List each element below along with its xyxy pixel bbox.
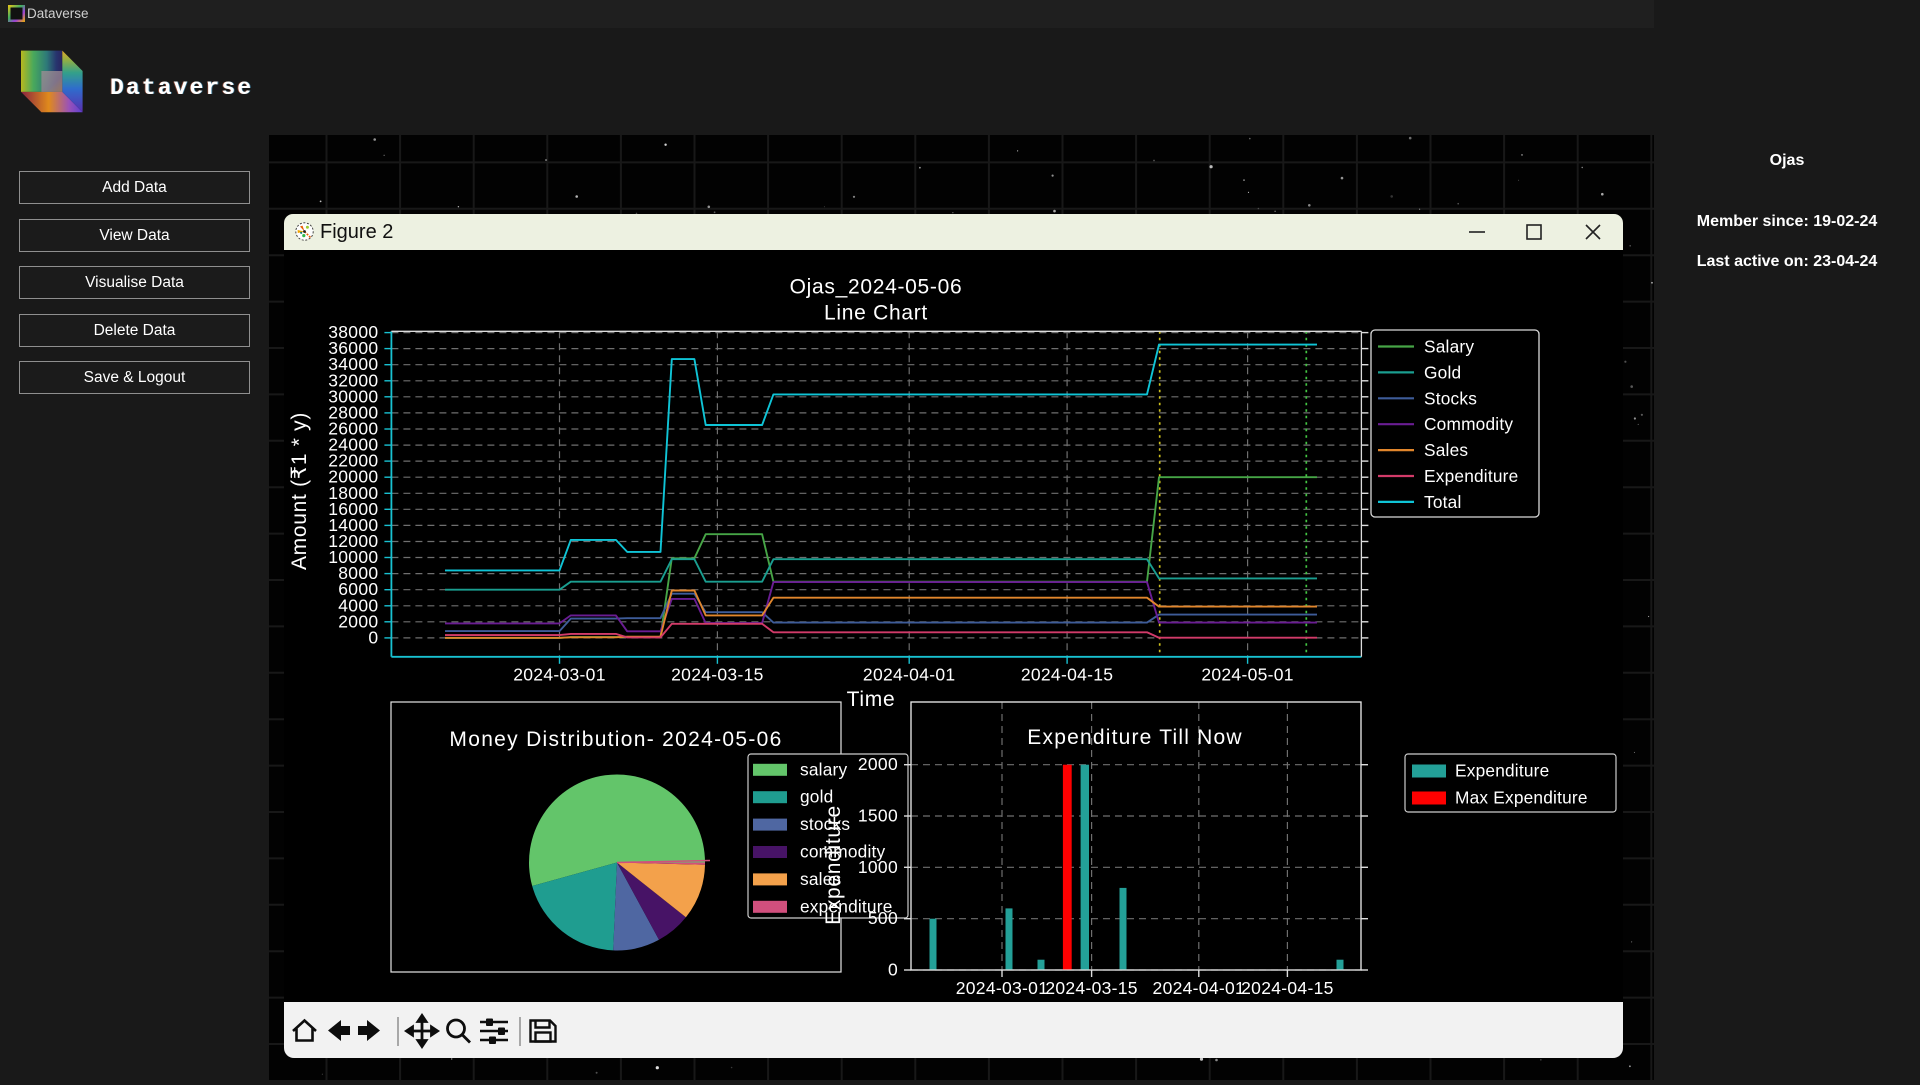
svg-text:2024-04-01: 2024-04-01: [863, 665, 956, 685]
svg-text:2024-03-01: 2024-03-01: [513, 665, 606, 685]
svg-text:Total: Total: [1424, 492, 1462, 512]
svg-text:2024-04-15: 2024-04-15: [1021, 665, 1114, 685]
svg-text:36000: 36000: [328, 338, 378, 358]
svg-text:2024-05-01: 2024-05-01: [1201, 665, 1294, 685]
svg-text:10000: 10000: [328, 547, 378, 567]
svg-text:commodity: commodity: [800, 842, 886, 862]
svg-text:Sales: Sales: [1424, 440, 1468, 460]
svg-text:0: 0: [368, 627, 378, 647]
svg-text:gold: gold: [800, 787, 833, 807]
svg-text:1000: 1000: [858, 857, 898, 877]
svg-text:Amount (₹1 * y): Amount (₹1 * y): [288, 412, 311, 570]
svg-text:6000: 6000: [338, 579, 378, 599]
svg-text:Time: Time: [847, 688, 896, 711]
svg-text:2024-03-15: 2024-03-15: [1045, 978, 1138, 998]
svg-text:14000: 14000: [328, 515, 378, 535]
svg-text:Expenditure Till Now: Expenditure Till Now: [1027, 726, 1242, 749]
svg-text:Ojas_2024-05-06: Ojas_2024-05-06: [790, 276, 963, 299]
svg-text:26000: 26000: [328, 419, 378, 439]
svg-text:30000: 30000: [328, 386, 378, 406]
svg-text:2000: 2000: [338, 611, 378, 631]
svg-text:Max Expenditure: Max Expenditure: [1455, 788, 1588, 808]
svg-text:Commodity: Commodity: [1424, 414, 1513, 434]
svg-text:1500: 1500: [858, 806, 898, 826]
svg-text:8000: 8000: [338, 563, 378, 583]
svg-text:12000: 12000: [328, 531, 378, 551]
svg-text:4000: 4000: [338, 595, 378, 615]
svg-text:sales: sales: [800, 869, 842, 889]
svg-text:500: 500: [868, 908, 898, 928]
svg-text:22000: 22000: [328, 451, 378, 471]
svg-text:38000: 38000: [328, 322, 378, 342]
svg-text:Salary: Salary: [1424, 337, 1474, 357]
svg-text:expenditure: expenditure: [800, 896, 893, 916]
svg-text:2000: 2000: [858, 754, 898, 774]
svg-text:Expenditure: Expenditure: [1424, 466, 1518, 486]
svg-text:2024-04-15: 2024-04-15: [1241, 978, 1334, 998]
svg-text:16000: 16000: [328, 499, 378, 519]
svg-text:18000: 18000: [328, 483, 378, 503]
svg-text:Expenditure: Expenditure: [822, 805, 845, 925]
svg-text:salary: salary: [800, 759, 847, 779]
svg-text:24000: 24000: [328, 435, 378, 455]
svg-text:2024-04-01: 2024-04-01: [1153, 978, 1246, 998]
svg-text:stocks: stocks: [800, 814, 850, 834]
svg-text:2024-03-15: 2024-03-15: [671, 665, 764, 685]
svg-text:Line Chart: Line Chart: [824, 302, 928, 325]
svg-text:34000: 34000: [328, 354, 378, 374]
svg-text:0: 0: [888, 960, 898, 980]
svg-text:Stocks: Stocks: [1424, 388, 1477, 408]
svg-text:2024-03-01: 2024-03-01: [956, 978, 1049, 998]
svg-text:Money Distribution- 2024-05-06: Money Distribution- 2024-05-06: [449, 728, 782, 751]
svg-text:32000: 32000: [328, 370, 378, 390]
svg-text:Gold: Gold: [1424, 362, 1461, 382]
svg-text:Expenditure: Expenditure: [1455, 761, 1549, 781]
svg-text:28000: 28000: [328, 402, 378, 422]
svg-text:20000: 20000: [328, 467, 378, 487]
